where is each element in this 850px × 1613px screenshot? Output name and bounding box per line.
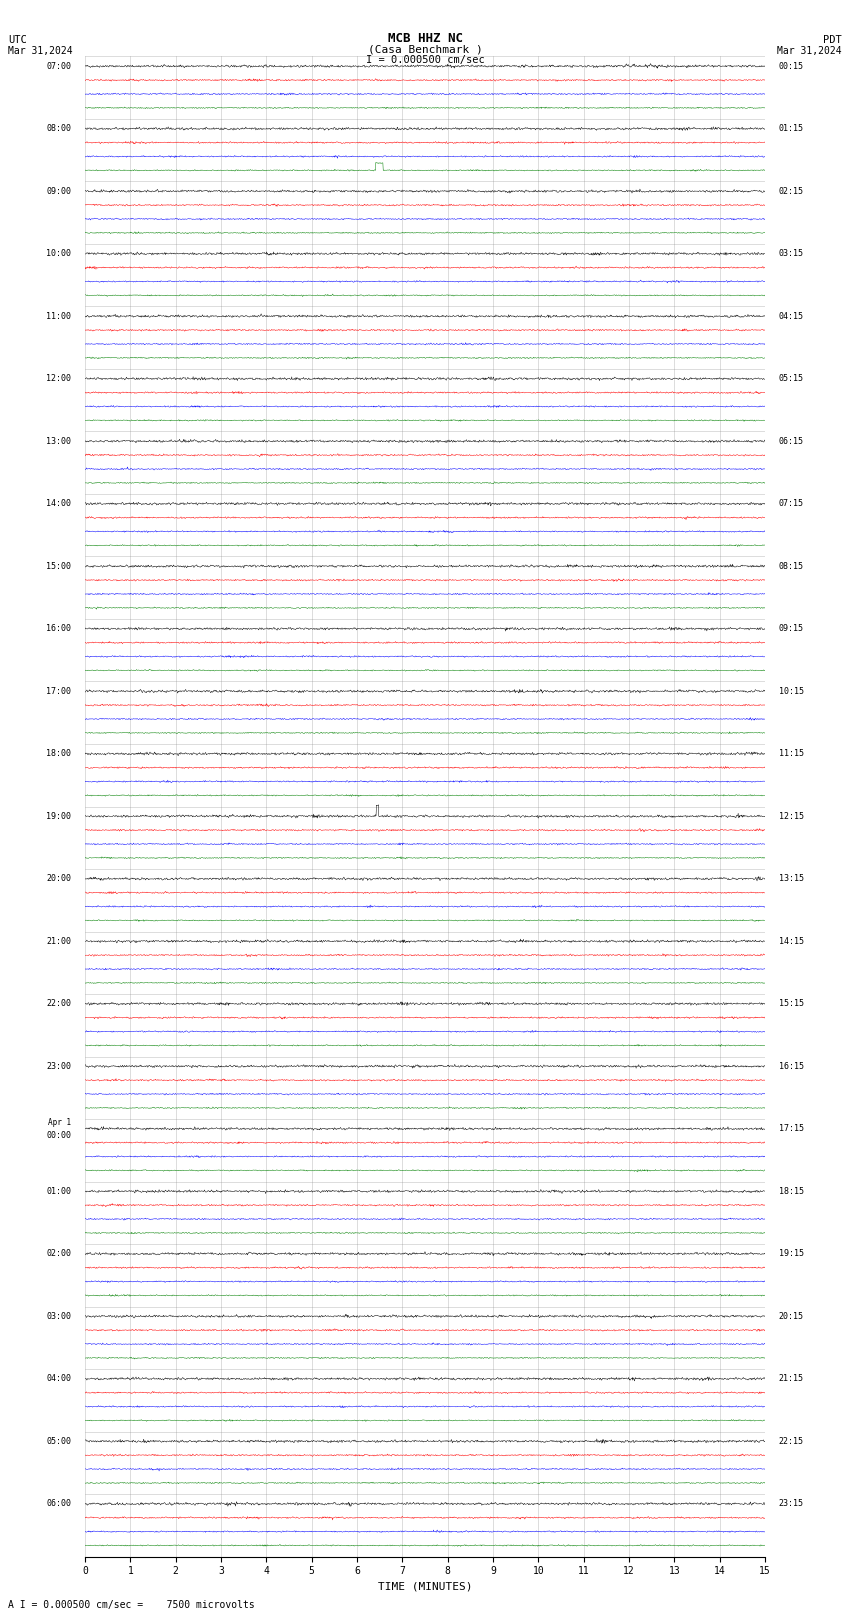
X-axis label: TIME (MINUTES): TIME (MINUTES) bbox=[377, 1582, 473, 1592]
Text: 21:15: 21:15 bbox=[779, 1374, 803, 1384]
Text: 07:15: 07:15 bbox=[779, 498, 803, 508]
Text: 16:15: 16:15 bbox=[779, 1061, 803, 1071]
Text: 13:15: 13:15 bbox=[779, 874, 803, 884]
Text: 17:15: 17:15 bbox=[779, 1124, 803, 1134]
Text: I = 0.000500 cm/sec: I = 0.000500 cm/sec bbox=[366, 55, 484, 65]
Text: 00:15: 00:15 bbox=[779, 61, 803, 71]
Text: 06:00: 06:00 bbox=[47, 1498, 71, 1508]
Text: 20:15: 20:15 bbox=[779, 1311, 803, 1321]
Text: 04:00: 04:00 bbox=[47, 1374, 71, 1384]
Text: 10:00: 10:00 bbox=[47, 248, 71, 258]
Text: 11:15: 11:15 bbox=[779, 748, 803, 758]
Text: 22:00: 22:00 bbox=[47, 998, 71, 1008]
Text: 19:00: 19:00 bbox=[47, 811, 71, 821]
Text: 00:00: 00:00 bbox=[47, 1131, 71, 1140]
Text: 14:00: 14:00 bbox=[47, 498, 71, 508]
Text: 03:00: 03:00 bbox=[47, 1311, 71, 1321]
Text: 15:15: 15:15 bbox=[779, 998, 803, 1008]
Text: A I = 0.000500 cm/sec =    7500 microvolts: A I = 0.000500 cm/sec = 7500 microvolts bbox=[8, 1600, 255, 1610]
Text: 08:00: 08:00 bbox=[47, 124, 71, 134]
Text: 02:00: 02:00 bbox=[47, 1248, 71, 1258]
Text: 18:00: 18:00 bbox=[47, 748, 71, 758]
Text: 16:00: 16:00 bbox=[47, 624, 71, 634]
Text: 05:00: 05:00 bbox=[47, 1437, 71, 1445]
Text: 01:00: 01:00 bbox=[47, 1187, 71, 1195]
Text: 18:15: 18:15 bbox=[779, 1187, 803, 1195]
Text: 07:00: 07:00 bbox=[47, 61, 71, 71]
Text: 10:15: 10:15 bbox=[779, 687, 803, 695]
Text: MCB HHZ NC: MCB HHZ NC bbox=[388, 32, 462, 45]
Text: 20:00: 20:00 bbox=[47, 874, 71, 884]
Text: 01:15: 01:15 bbox=[779, 124, 803, 134]
Text: Apr 1: Apr 1 bbox=[48, 1118, 71, 1127]
Text: 17:00: 17:00 bbox=[47, 687, 71, 695]
Text: 09:15: 09:15 bbox=[779, 624, 803, 634]
Text: 04:15: 04:15 bbox=[779, 311, 803, 321]
Text: 23:00: 23:00 bbox=[47, 1061, 71, 1071]
Text: 19:15: 19:15 bbox=[779, 1248, 803, 1258]
Text: 06:15: 06:15 bbox=[779, 437, 803, 445]
Text: 14:15: 14:15 bbox=[779, 937, 803, 945]
Text: (Casa Benchmark ): (Casa Benchmark ) bbox=[367, 45, 483, 55]
Text: Mar 31,2024: Mar 31,2024 bbox=[777, 47, 842, 56]
Text: 12:15: 12:15 bbox=[779, 811, 803, 821]
Text: 08:15: 08:15 bbox=[779, 561, 803, 571]
Text: PDT: PDT bbox=[823, 35, 842, 45]
Text: 02:15: 02:15 bbox=[779, 187, 803, 195]
Text: 05:15: 05:15 bbox=[779, 374, 803, 384]
Text: 12:00: 12:00 bbox=[47, 374, 71, 384]
Text: 11:00: 11:00 bbox=[47, 311, 71, 321]
Text: Mar 31,2024: Mar 31,2024 bbox=[8, 47, 73, 56]
Text: 15:00: 15:00 bbox=[47, 561, 71, 571]
Text: 22:15: 22:15 bbox=[779, 1437, 803, 1445]
Text: 03:15: 03:15 bbox=[779, 248, 803, 258]
Text: 09:00: 09:00 bbox=[47, 187, 71, 195]
Text: 21:00: 21:00 bbox=[47, 937, 71, 945]
Text: 13:00: 13:00 bbox=[47, 437, 71, 445]
Text: UTC: UTC bbox=[8, 35, 27, 45]
Text: 23:15: 23:15 bbox=[779, 1498, 803, 1508]
